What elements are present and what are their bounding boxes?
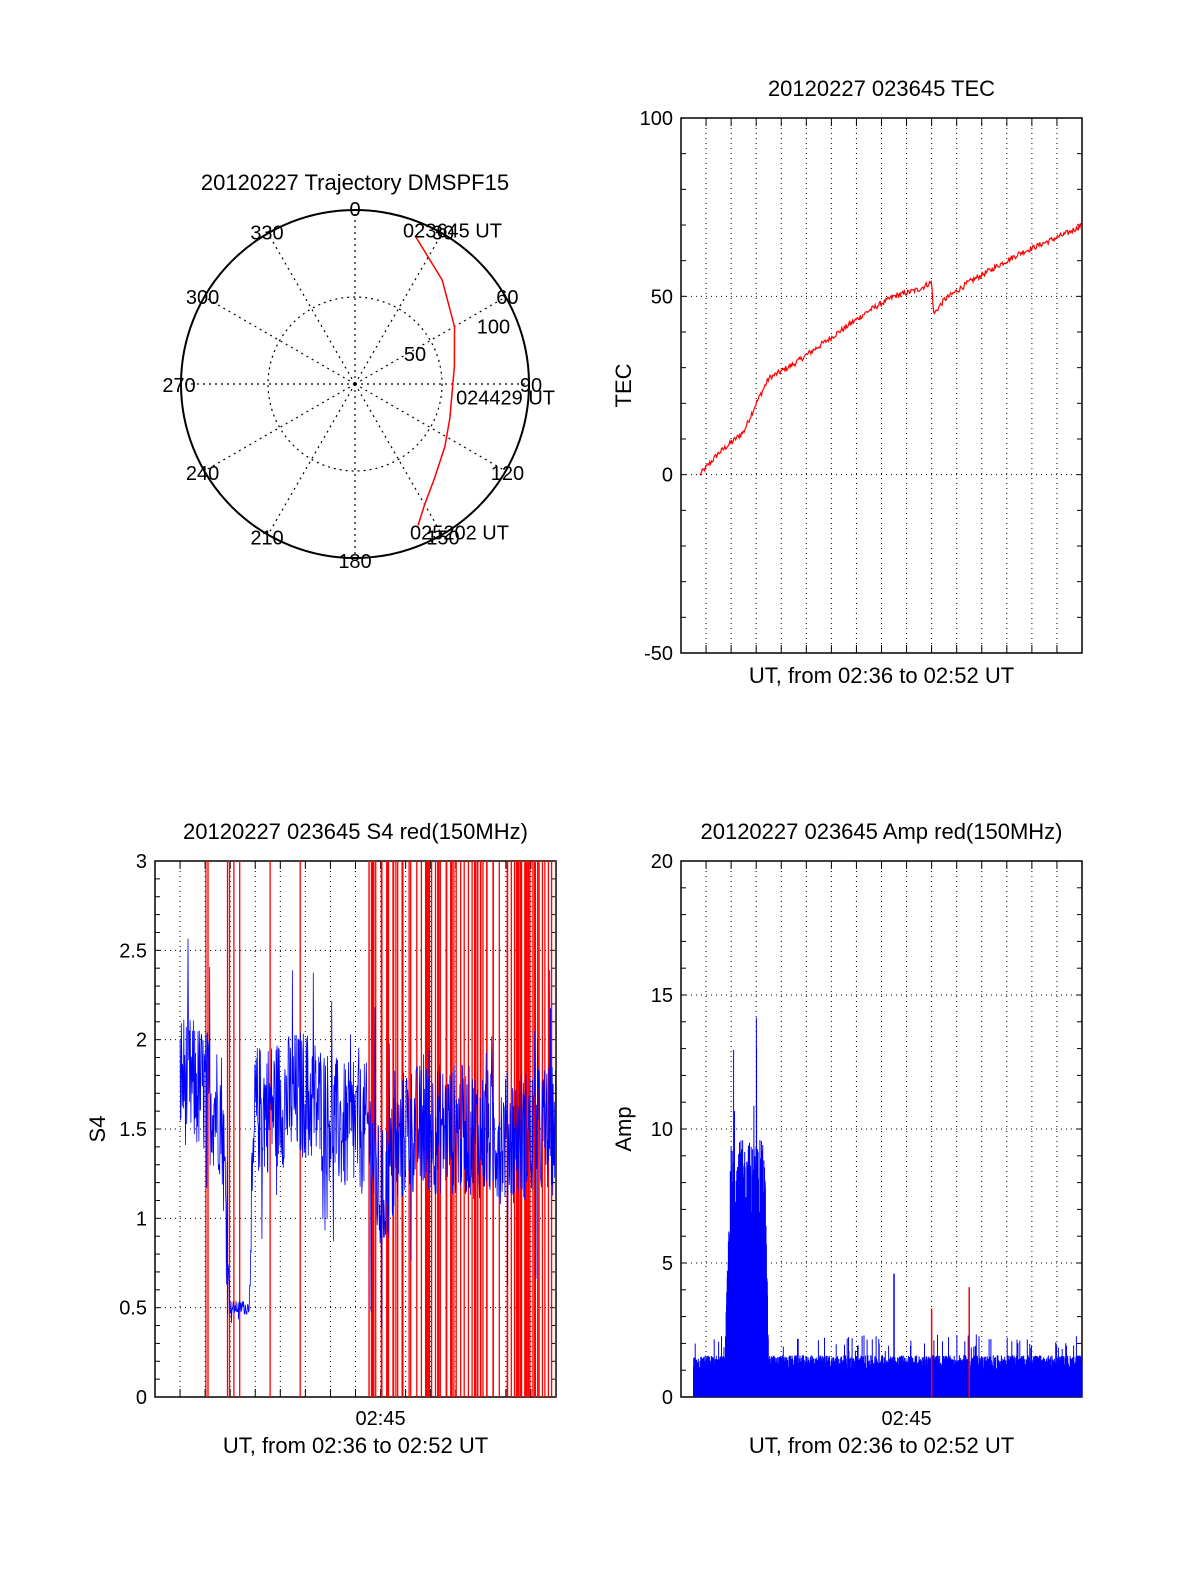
polar-spoke: [354, 296, 506, 385]
s4-title: 20120227 023645 S4 red(150MHz): [183, 819, 528, 844]
tec-ytick-label: 0: [662, 465, 673, 487]
amp-ytick-label: 15: [651, 985, 673, 1007]
trajectory-time-label: 024429 UT: [456, 387, 555, 409]
polar-spoke: [267, 233, 356, 385]
polar-spoke: [267, 383, 356, 535]
polar-spoke: [354, 383, 443, 535]
s4-ytick-label: 0: [136, 1387, 147, 1409]
tec-ytick-label: 100: [640, 108, 673, 130]
polar-angle-label: 30: [432, 223, 454, 245]
polar-angle-label: 240: [186, 463, 219, 485]
amp-blue-series: [693, 1017, 1083, 1397]
tec-series-line: [699, 222, 1083, 477]
polar-spoke: [354, 233, 443, 385]
s4-blue-series: [179, 938, 556, 1329]
s4-ytick-label: 1.5: [119, 1119, 147, 1141]
polar-outer-ring: [180, 209, 530, 559]
s4-xlabel: UT, from 02:36 to 02:52 UT: [223, 1433, 488, 1458]
amp-xlabel: UT, from 02:36 to 02:52 UT: [749, 1433, 1014, 1458]
s4-data-layer: [179, 861, 556, 1397]
tec-ytick-label: -50: [644, 643, 673, 665]
polar-angle-label: 120: [491, 463, 524, 485]
polar-angle-label: 180: [338, 551, 371, 573]
trajectory-time-label: 023645 UT: [403, 221, 502, 243]
polar-angle-label: 270: [162, 375, 195, 397]
polar-angle-label: 210: [250, 527, 283, 549]
tec-title: 20120227 023645 TEC: [768, 76, 995, 101]
amp-xtick-label: 02:45: [882, 1408, 932, 1430]
s4-ytick-label: 0.5: [119, 1298, 147, 1320]
tec-xlabel: UT, from 02:36 to 02:52 UT: [749, 663, 1014, 688]
tec-plot: 20120227 023645 TEC -50 0 50 100 UT, from 02:…: [611, 76, 1083, 688]
amp-ylabel: Amp: [611, 1106, 636, 1151]
amp-ytick-label: 20: [651, 851, 673, 873]
polar-angle-label: 0: [349, 199, 360, 221]
polar-title: 20120227 Trajectory DMSPF15: [201, 170, 509, 195]
tec-ytick-label: 50: [651, 286, 673, 308]
polar-angle-label: 60: [496, 287, 518, 309]
s4-ytick-label: 1: [136, 1208, 147, 1230]
polar-inner-ring: [267, 296, 443, 472]
polar-angle-label: 90: [520, 375, 542, 397]
s4-ylabel: S4: [85, 1116, 110, 1143]
trajectory-time-label: 025202 UT: [410, 522, 509, 544]
polar-angle-label: 150: [426, 527, 459, 549]
polar-radial-label: 50: [404, 344, 426, 366]
s4-plot: 20120227 023645 S4 red(150MHz) 0 0.5 1 1.5 2 2…: [85, 819, 557, 1458]
polar-spoke: [204, 296, 356, 385]
s4-xtick-label: 02:45: [356, 1408, 406, 1430]
tec-ylabel: TEC: [611, 363, 636, 407]
trajectory-line: [414, 235, 456, 526]
amp-title: 20120227 023645 Amp red(150MHz): [700, 819, 1062, 844]
polar-angle-label: 300: [186, 287, 219, 309]
s4-ytick-label: 2.5: [119, 940, 147, 962]
amp-ytick-label: 0: [662, 1387, 673, 1409]
s4-ytick-label: 2: [136, 1030, 147, 1052]
polar-spoke: [204, 383, 356, 472]
trajectory-polar-plot: 20120227 Trajectory DMSPF15 0 30 60 90 120 150…: [162, 170, 555, 573]
amp-ytick-label: 5: [662, 1253, 673, 1275]
polar-radial-label: 100: [477, 317, 510, 339]
polar-spoke: [354, 383, 506, 472]
amp-ytick-label: 10: [651, 1119, 673, 1141]
amp-plot: 20120227 023645 Amp red(150MHz) 0 5 10 15 20 0…: [611, 819, 1083, 1458]
polar-angle-label: 330: [250, 223, 283, 245]
s4-ytick-label: 3: [136, 851, 147, 873]
